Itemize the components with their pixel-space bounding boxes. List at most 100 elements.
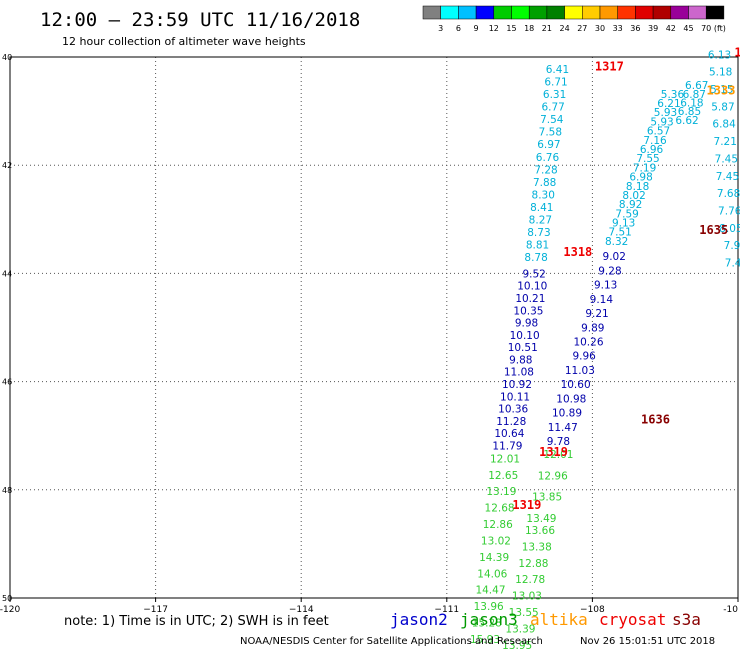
swh-value-label: 6.96: [640, 144, 664, 156]
swh-value-label: 9.14: [590, 294, 614, 306]
swh-value-label: 6.21: [657, 98, 680, 110]
swh-value-label: 6.62: [675, 115, 698, 127]
pass-time-label: 1333: [707, 84, 736, 98]
pass-time-label: 1319: [512, 498, 541, 512]
swh-value-label: 6.97: [537, 139, 560, 151]
colorbar-tick-label: 24: [560, 24, 570, 33]
colorbar-tick-label: 9: [474, 24, 479, 33]
swh-value-label: 7.4: [725, 258, 740, 270]
swh-value-label: 5.93: [650, 116, 673, 128]
colorbar-tick-label: 70: [701, 24, 711, 33]
swh-value-label: 9.88: [509, 354, 532, 366]
pass-time-labels: 1317 1318 1319 1319 1635 1636 1333 1: [512, 46, 740, 512]
swh-value-label: 5.18: [709, 67, 732, 79]
swh-value-label: 12.86: [483, 519, 513, 531]
swh-value-label: 6.98: [629, 172, 652, 184]
satellite-legend-jason3: jason3: [460, 610, 518, 629]
swh-value-label: 10.11: [500, 391, 530, 403]
plot-frame: [9, 56, 739, 599]
satellite-legend: jason2 jason3 altika cryosat s3a: [390, 610, 701, 629]
swh-value-label: 7.55: [636, 153, 659, 165]
colorbar-tick-label: 21: [542, 24, 552, 33]
satellite-legend-s3a: s3a: [672, 610, 701, 629]
swh-value-label: 8.78: [524, 252, 547, 264]
colorbar-tick-label: 18: [524, 24, 534, 33]
colorbar-swatch: [546, 5, 565, 20]
y-tick-label: 46: [2, 378, 12, 387]
swh-value-label: 10.35: [513, 305, 543, 317]
colorbar-swatch: [511, 5, 530, 20]
chart-title: 12:00 – 23:59 UTC 11/16/2018: [40, 9, 360, 31]
swh-value-label: 13.02: [481, 535, 511, 547]
colorbar-swatch: [635, 5, 654, 20]
swh-value-label: 8.32: [605, 236, 628, 248]
grid-lines: [10, 57, 738, 598]
swh-value-label: 7.76: [718, 206, 740, 218]
swh-value-label: 11.47: [548, 422, 578, 434]
swh-value-label: 10.60: [561, 379, 591, 391]
swh-value-label: 13.55: [509, 607, 539, 619]
swh-value-label: 10.26: [573, 336, 603, 348]
swh-value-label: 7.16: [643, 135, 667, 147]
swh-value-label: 13.49: [526, 513, 556, 525]
colorbar-tick-label: 42: [666, 24, 676, 33]
swh-value-label: 12.88: [518, 558, 548, 570]
swh-value-label: 6.18: [680, 97, 703, 109]
swh-value-label: 13.03: [512, 591, 542, 603]
swh-value-label: 6.57: [647, 126, 670, 138]
colorbar-swatch: [564, 5, 583, 20]
swh-value-label: 9.28: [598, 265, 621, 277]
swh-value-label: 10.21: [515, 293, 545, 305]
swh-value-label: 7.45: [716, 171, 739, 183]
colorbar-tick-label: 45: [683, 24, 693, 33]
swh-value-label: 13.96: [474, 601, 504, 613]
colorbar-tick-label: 6: [456, 24, 461, 33]
swh-value-label: 7.88: [533, 177, 556, 189]
x-tick-label: -120: [0, 605, 20, 615]
swh-value-label: 8.81: [526, 240, 549, 252]
colorbar-tick-label: 33: [613, 24, 623, 33]
swh-value-label: 10.10: [510, 330, 540, 342]
swh-value-label: 11.03: [565, 365, 595, 377]
colorbar-tick-label: 36: [630, 24, 640, 33]
swh-value-label: 6.85: [678, 106, 701, 118]
swh-value-label: 8.92: [619, 199, 642, 211]
swh-value-label: 7.59: [615, 208, 638, 220]
satellite-legend-jason2: jason2: [390, 610, 448, 629]
swh-value-label: 6.13: [708, 49, 731, 61]
chart-subtitle: 12 hour collection of altimeter wave hei…: [62, 35, 306, 48]
colorbar-tick-label: 12: [489, 24, 499, 33]
y-tick-label: 42: [2, 161, 12, 170]
swh-value-label: 7.19: [633, 162, 656, 174]
colorbar-tick-label: 39: [648, 24, 658, 33]
x-tick-label: −114: [289, 605, 314, 615]
wave-height-tracks: 6.416.716.316.777.547.586.976.767.287.88…: [470, 49, 740, 650]
swh-value-label: 10.64: [494, 428, 524, 440]
swh-value-label: 13.95: [502, 640, 532, 650]
x-tick-label: −111: [434, 605, 459, 615]
swh-value-label: 14.39: [479, 552, 509, 564]
swh-value-label: 11.28: [496, 416, 526, 428]
y-tick-label: 44: [2, 269, 12, 278]
swh-value-label: 10.92: [502, 379, 532, 391]
pass-time-label: 1: [734, 46, 740, 60]
swh-value-label: 11.79: [492, 440, 522, 452]
colorbar-swatch: [599, 5, 618, 20]
colorbar-legend: 3 6 9 12 15 18 21 24 27 30 33 36 39 42 45 70 (ft): [422, 5, 726, 33]
swh-value-label: 13.39: [505, 624, 535, 636]
swh-value-label: 10.36: [498, 404, 528, 416]
swh-value-label: 6.67: [685, 80, 708, 92]
colorbar-swatch: [705, 5, 725, 20]
swh-value-label: 9.78: [547, 436, 570, 448]
swh-value-label: 6.41: [546, 64, 569, 76]
satellite-legend-altika: altika: [530, 610, 588, 629]
colorbar-swatch: [617, 5, 636, 20]
swh-value-label: 14.06: [477, 568, 507, 580]
swh-value-label: 7.68: [717, 188, 740, 200]
swh-value-label: 9.98: [515, 318, 538, 330]
colorbar-tick-label: 30: [595, 24, 605, 33]
swh-value-label: 8.30: [532, 189, 555, 201]
satellite-legend-cryosat: cryosat: [599, 610, 666, 629]
